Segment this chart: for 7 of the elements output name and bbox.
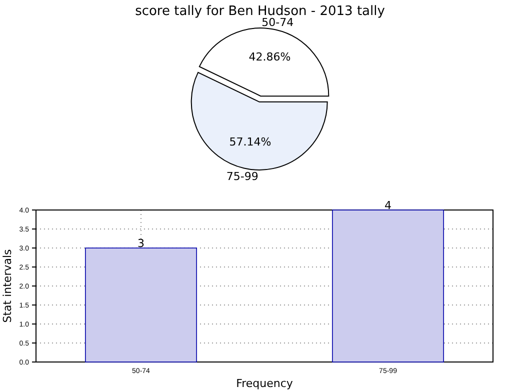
data-label: 57.14% (229, 136, 272, 149)
slice-label: 75-99 (226, 170, 258, 184)
x-axis-title: Frequency (236, 377, 294, 390)
data-label: 3 (137, 237, 144, 250)
data-label: 42.86% (248, 50, 291, 64)
y-axis-title: Stat intervals (1, 248, 14, 323)
data-label: 4 (384, 199, 392, 212)
